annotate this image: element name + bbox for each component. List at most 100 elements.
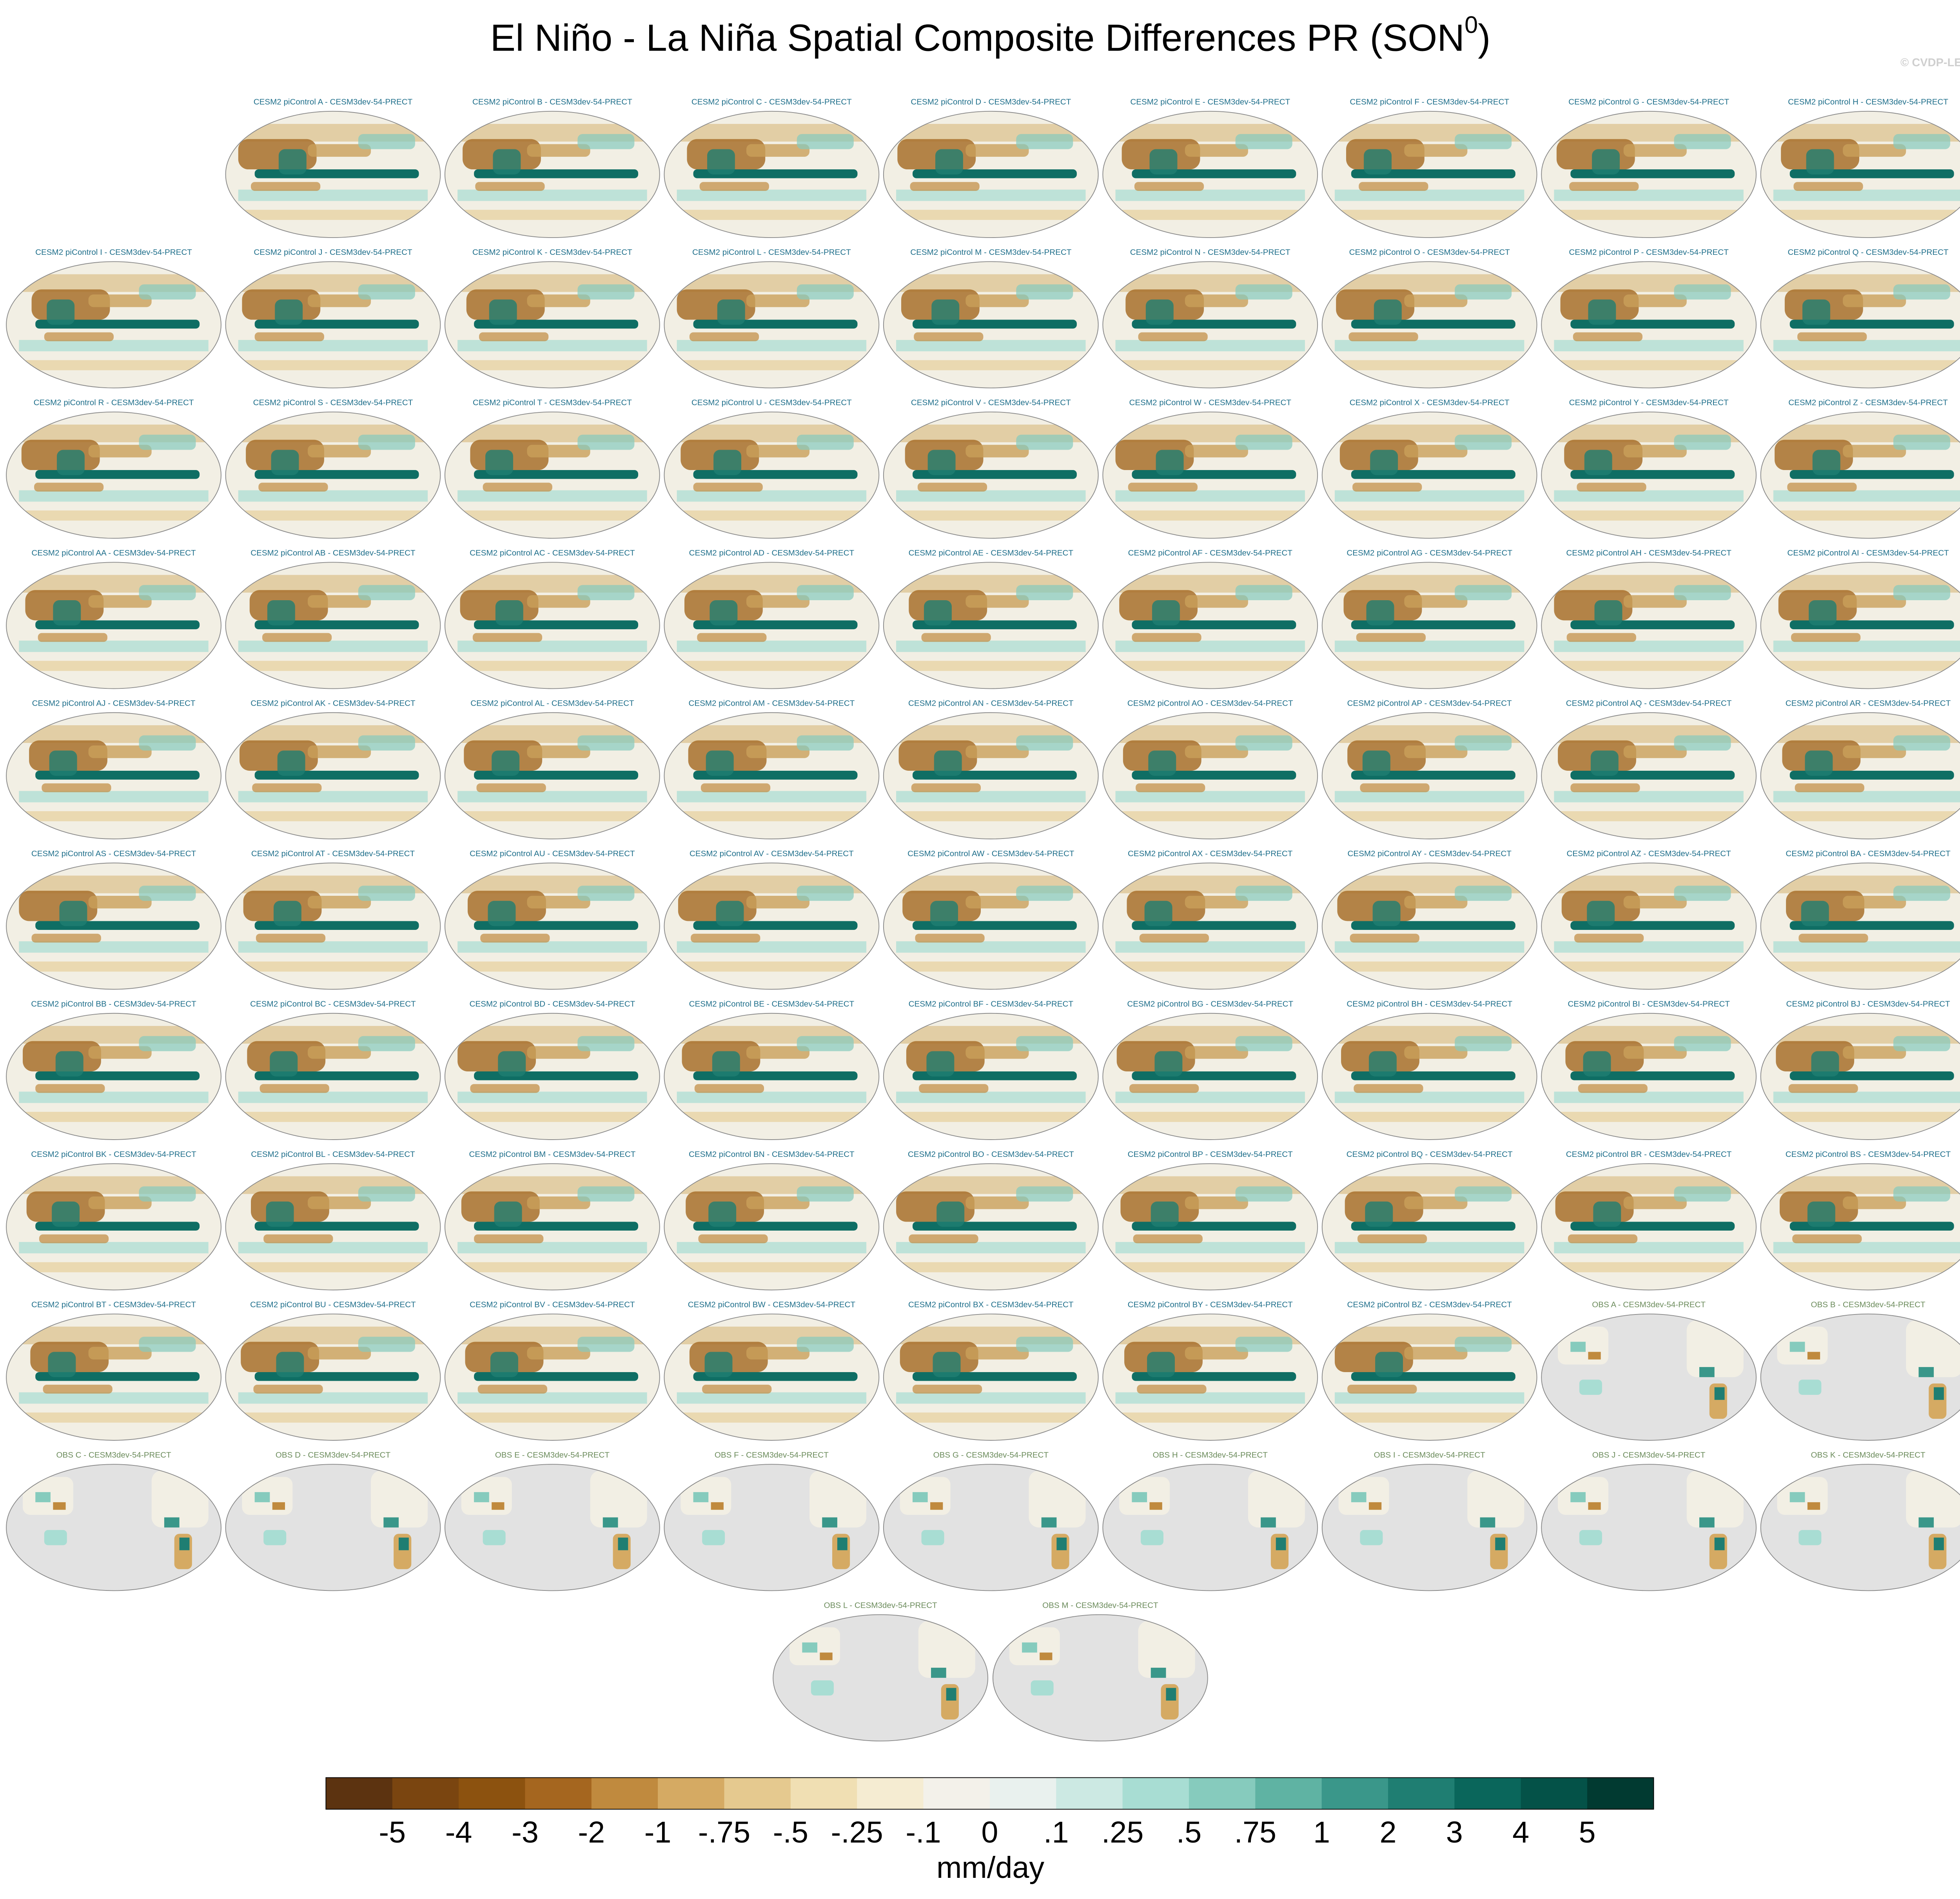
map-pattern bbox=[1328, 210, 1531, 220]
panel-title: CESM2 piControl G - CESM3dev-54-PRECT bbox=[1568, 98, 1729, 107]
map-panel bbox=[6, 261, 221, 388]
map-pattern bbox=[1767, 1112, 1960, 1122]
panel-title: CESM2 piControl S - CESM3dev-54-PRECT bbox=[253, 398, 413, 407]
map-pattern bbox=[702, 1385, 772, 1394]
map-pattern bbox=[912, 620, 1077, 630]
map-panel bbox=[1760, 111, 1960, 238]
map-pattern bbox=[1583, 1051, 1611, 1077]
panel-title: CESM2 piControl BE - CESM3dev-54-PRECT bbox=[689, 1000, 855, 1009]
map-panel bbox=[664, 111, 879, 238]
map-pattern bbox=[13, 1412, 215, 1423]
map-pattern bbox=[1016, 134, 1073, 149]
map-pattern bbox=[1455, 134, 1512, 149]
map-pattern bbox=[1579, 1530, 1602, 1545]
map-panel bbox=[1541, 261, 1757, 388]
map-pattern bbox=[896, 1242, 1086, 1254]
map-pattern bbox=[577, 434, 635, 450]
colorbar-label: .25 bbox=[1102, 1815, 1144, 1849]
panel-title: CESM2 piControl BV - CESM3dev-54-PRECT bbox=[470, 1300, 635, 1309]
map-pattern bbox=[1623, 896, 1687, 909]
colorbar-swatch bbox=[1521, 1777, 1588, 1809]
map-pattern bbox=[1773, 641, 1960, 652]
map-outline bbox=[664, 862, 880, 990]
map-outline bbox=[1321, 1013, 1537, 1140]
map-pattern bbox=[1455, 1036, 1512, 1051]
panel-title: CESM2 piControl J - CESM3dev-54-PRECT bbox=[254, 248, 412, 257]
map-panel bbox=[1541, 412, 1757, 539]
map-outline bbox=[6, 411, 221, 539]
map-pattern bbox=[1787, 483, 1857, 492]
map-pattern bbox=[912, 1071, 1077, 1080]
panel-title: CESM2 piControl AR - CESM3dev-54-PRECT bbox=[1786, 699, 1951, 708]
map-outline bbox=[883, 1163, 1099, 1291]
map-pattern bbox=[1773, 1242, 1960, 1254]
map-pattern bbox=[1351, 1492, 1367, 1502]
panel-title: CESM2 piControl AL - CESM3dev-54-PRECT bbox=[470, 699, 634, 708]
map-outline bbox=[664, 411, 880, 539]
map-panel bbox=[1103, 261, 1318, 388]
map-outline bbox=[1321, 1163, 1537, 1291]
map-pattern bbox=[457, 941, 647, 953]
map-pattern bbox=[139, 1186, 196, 1202]
map-pattern bbox=[1109, 1262, 1312, 1273]
colorbar-swatch bbox=[989, 1777, 1057, 1809]
map-pattern bbox=[1235, 585, 1292, 600]
map-panel bbox=[1103, 863, 1318, 989]
map-pattern bbox=[1362, 750, 1390, 776]
map-pattern bbox=[896, 490, 1086, 502]
map-outline bbox=[225, 862, 441, 990]
panel-title: CESM2 piControl AH - CESM3dev-54-PRECT bbox=[1566, 548, 1731, 557]
map-pattern bbox=[358, 134, 415, 149]
map-pattern bbox=[1041, 1517, 1057, 1528]
map-pattern bbox=[251, 182, 321, 191]
map-pattern bbox=[88, 1196, 152, 1209]
panel-title: CESM2 piControl K - CESM3dev-54-PRECT bbox=[472, 248, 632, 257]
map-pattern bbox=[1404, 1046, 1468, 1059]
map-pattern bbox=[254, 1492, 270, 1502]
colorbar-label: -5 bbox=[379, 1815, 406, 1849]
map-pattern bbox=[717, 299, 745, 325]
map-pattern bbox=[1674, 735, 1731, 751]
colorbar-swatch bbox=[459, 1777, 526, 1809]
panel-title: CESM2 piControl AC - CESM3dev-54-PRECT bbox=[470, 548, 635, 557]
map-pattern bbox=[1132, 1492, 1147, 1502]
map-pattern bbox=[1674, 134, 1731, 149]
map-pattern bbox=[1789, 921, 1954, 930]
map-pattern bbox=[483, 483, 552, 492]
map-pattern bbox=[475, 182, 545, 191]
map-pattern bbox=[1893, 735, 1951, 751]
map-pattern bbox=[1404, 745, 1468, 758]
map-outline bbox=[1541, 1013, 1757, 1140]
map-pattern bbox=[577, 1036, 635, 1051]
map-pattern bbox=[1016, 434, 1073, 450]
map-pattern bbox=[1235, 1336, 1292, 1352]
map-pattern bbox=[1128, 483, 1198, 492]
map-pattern bbox=[19, 1392, 209, 1404]
map-panel bbox=[1103, 412, 1318, 539]
map-pattern bbox=[35, 320, 200, 329]
panel-title: OBS I - CESM3dev-54-PRECT bbox=[1374, 1451, 1485, 1460]
map-pattern bbox=[1767, 210, 1960, 220]
map-pattern bbox=[896, 791, 1086, 802]
map-pattern bbox=[308, 745, 371, 758]
map-panel bbox=[664, 261, 879, 388]
map-panel bbox=[883, 1013, 1098, 1140]
map-pattern bbox=[1235, 1036, 1292, 1051]
map-pattern bbox=[934, 750, 962, 776]
panel-title: CESM2 piControl V - CESM3dev-54-PRECT bbox=[911, 398, 1071, 407]
map-pattern bbox=[474, 1492, 489, 1502]
map-pattern bbox=[689, 332, 759, 341]
map-pattern bbox=[912, 1385, 982, 1394]
map-outline bbox=[664, 1464, 880, 1591]
map-panel bbox=[1322, 562, 1537, 689]
map-pattern bbox=[358, 1186, 415, 1202]
map-pattern bbox=[1455, 585, 1512, 600]
colorbar-swatch bbox=[591, 1777, 659, 1809]
panel-title: CESM2 piControl BX - CESM3dev-54-PRECT bbox=[908, 1300, 1074, 1309]
map-pattern bbox=[271, 450, 299, 475]
map-pattern bbox=[889, 210, 1092, 220]
map-pattern bbox=[677, 1242, 867, 1254]
panel-title: CESM2 piControl AA - CESM3dev-54-PRECT bbox=[31, 548, 196, 557]
map-pattern bbox=[889, 1262, 1092, 1273]
map-pattern bbox=[716, 900, 744, 926]
